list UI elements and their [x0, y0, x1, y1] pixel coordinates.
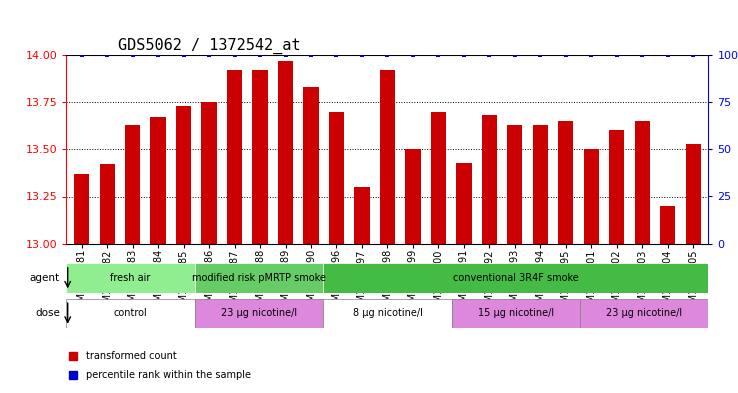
Bar — [660, 206, 675, 244]
FancyBboxPatch shape — [195, 263, 323, 293]
FancyBboxPatch shape — [580, 299, 708, 328]
Text: percentile rank within the sample: percentile rank within the sample — [86, 370, 251, 380]
Text: dose: dose — [35, 309, 60, 318]
Bar — [380, 70, 395, 244]
FancyBboxPatch shape — [66, 299, 195, 328]
Text: transformed count: transformed count — [86, 351, 176, 361]
Bar — [278, 61, 293, 244]
Bar — [151, 117, 166, 244]
FancyBboxPatch shape — [452, 299, 580, 328]
Text: GDS5062 / 1372542_at: GDS5062 / 1372542_at — [118, 37, 300, 54]
Bar — [686, 144, 701, 244]
Text: 8 μg nicotine/l: 8 μg nicotine/l — [353, 309, 422, 318]
Text: modified risk pMRTP smoke: modified risk pMRTP smoke — [192, 273, 326, 283]
Text: 23 μg nicotine/l: 23 μg nicotine/l — [606, 309, 683, 318]
Bar — [431, 112, 446, 244]
Bar — [303, 87, 319, 244]
Bar — [635, 121, 650, 244]
Text: agent: agent — [30, 273, 60, 283]
Bar — [609, 130, 624, 244]
Bar — [176, 106, 191, 244]
Bar — [74, 174, 89, 244]
FancyBboxPatch shape — [195, 299, 323, 328]
Text: conventional 3R4F smoke: conventional 3R4F smoke — [453, 273, 579, 283]
FancyBboxPatch shape — [323, 263, 708, 293]
Bar — [100, 164, 115, 244]
Bar — [507, 125, 523, 244]
Bar — [354, 187, 370, 244]
Text: control: control — [114, 309, 148, 318]
Bar — [125, 125, 140, 244]
FancyBboxPatch shape — [323, 299, 452, 328]
FancyBboxPatch shape — [66, 263, 195, 293]
Bar — [533, 125, 548, 244]
Bar — [456, 163, 472, 244]
Bar — [201, 102, 217, 244]
Text: 15 μg nicotine/l: 15 μg nicotine/l — [477, 309, 554, 318]
Bar — [584, 149, 599, 244]
Bar — [482, 116, 497, 244]
Bar — [329, 112, 344, 244]
Bar — [252, 70, 268, 244]
Bar — [227, 70, 242, 244]
Text: fresh air: fresh air — [111, 273, 151, 283]
Bar — [558, 121, 573, 244]
Text: 23 μg nicotine/l: 23 μg nicotine/l — [221, 309, 297, 318]
Bar — [405, 149, 421, 244]
